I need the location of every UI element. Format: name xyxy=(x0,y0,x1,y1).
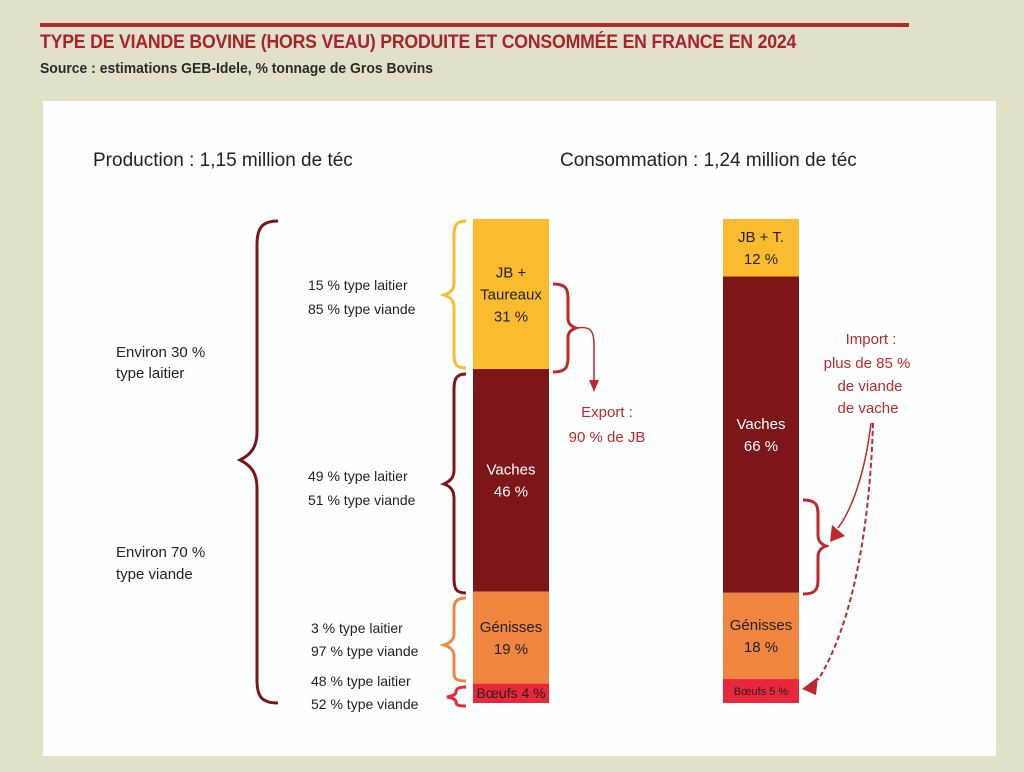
export-arrow xyxy=(576,326,595,380)
vaches-breakdown-dairy: 49 % type laitier xyxy=(308,468,408,484)
bar-label-consommation-jb: JB + T. xyxy=(738,229,784,246)
bar-label-production-genisses: Génisses xyxy=(480,619,543,636)
vaches-brace xyxy=(440,372,467,595)
import-label-line4: de vache xyxy=(838,400,899,417)
import-label-line2: plus de 85 % xyxy=(824,355,911,372)
import-vaches-brace xyxy=(802,498,831,596)
bar-label-consommation-vaches: Vaches xyxy=(737,416,786,433)
genisses-breakdown-beef: 97 % type viande xyxy=(311,643,419,659)
boeufs-breakdown-dairy: 48 % type laitier xyxy=(311,673,411,689)
overall-dairy-line2: type laitier xyxy=(116,365,184,382)
import-solid-arrowhead xyxy=(830,525,845,542)
bar-label-consommation-jb: 12 % xyxy=(744,251,778,268)
bar-label-production-boeufs: Bœufs 4 % xyxy=(476,685,545,701)
bar-label-production-jb: 31 % xyxy=(494,308,528,325)
bar-label-consommation-genisses: 18 % xyxy=(744,639,778,656)
title-rule xyxy=(40,23,909,27)
overall-brace xyxy=(236,219,279,705)
import-solid-arrow xyxy=(837,422,872,529)
bar-segment-production-boeufs xyxy=(473,683,549,703)
jb-breakdown-beef: 85 % type viande xyxy=(308,301,416,317)
genisses-breakdown-dairy: 3 % type laitier xyxy=(311,620,403,636)
bar-label-production-jb: JB + xyxy=(496,264,527,281)
export-label-line1: Export : xyxy=(581,404,633,421)
chart-source: Source : estimations GEB-Idele, % tonnag… xyxy=(40,60,434,77)
bars-group xyxy=(473,219,799,703)
export-brace xyxy=(552,282,581,374)
overall-beef-line1: Environ 70 % xyxy=(116,544,205,561)
production-heading: Production : 1,15 million de téc xyxy=(93,150,353,171)
bar-label-consommation-vaches: 66 % xyxy=(744,438,778,455)
consumption-heading: Consommation : 1,24 million de téc xyxy=(560,150,857,171)
bar-label-consommation-genisses: Génisses xyxy=(730,617,793,634)
bar-label-production-vaches: 46 % xyxy=(494,484,528,501)
bar-segment-consommation-vaches xyxy=(723,276,799,593)
export-arrowhead xyxy=(589,380,599,392)
bar-segment-production-vaches xyxy=(473,369,549,592)
jb-breakdown-dairy: 15 % type laitier xyxy=(308,277,408,293)
jb-brace xyxy=(439,219,467,370)
vaches-breakdown-beef: 51 % type viande xyxy=(308,492,416,508)
boeufs-breakdown-beef: 52 % type viande xyxy=(311,696,419,712)
import-dashed-arrowhead xyxy=(802,677,818,695)
boeufs-brace xyxy=(446,685,467,708)
bar-label-production-genisses: 19 % xyxy=(494,641,528,658)
genisses-brace xyxy=(439,596,467,683)
bar-segment-consommation-genisses xyxy=(723,592,799,680)
import-label-line1: Import : xyxy=(846,331,897,348)
bar-label-production-jb: Taureaux xyxy=(480,286,542,303)
bar-labels-group: JB + Taureaux 31 % Vaches 46 % Génisses 19 % Bœ… xyxy=(476,229,792,701)
bar-segment-production-genisses xyxy=(473,591,549,684)
export-label-line2: 90 % de JB xyxy=(569,429,646,446)
bar-segment-consommation-jb xyxy=(723,219,799,277)
bar-label-consommation-boeufs: Bœufs 5 % xyxy=(734,686,789,698)
bar-segment-production-jb xyxy=(473,219,549,370)
overall-dairy-line1: Environ 30 % xyxy=(116,344,205,361)
bar-segment-consommation-boeufs xyxy=(723,679,799,703)
overall-beef-line2: type viande xyxy=(116,566,193,583)
chart-title: TYPE DE VIANDE BOVINE (HORS VEAU) PRODUI… xyxy=(40,32,797,53)
import-label-line3: de viande xyxy=(837,378,902,395)
bar-label-production-vaches: Vaches xyxy=(487,462,536,479)
